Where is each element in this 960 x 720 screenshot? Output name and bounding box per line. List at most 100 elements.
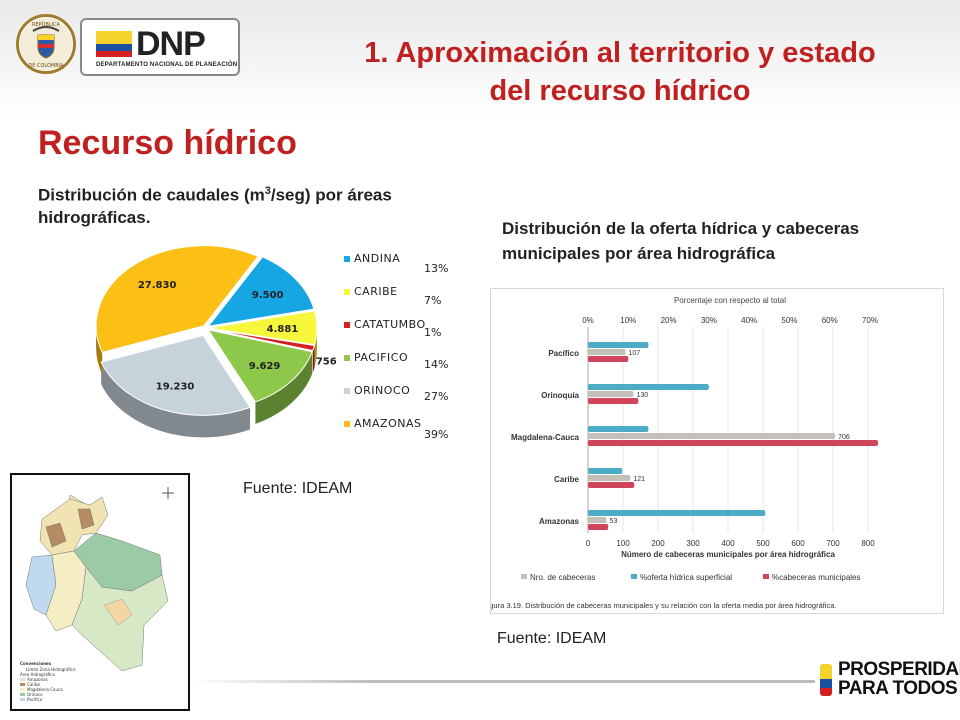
map-legend-item: Amazonas xyxy=(27,677,48,682)
bar-cabeceras-municipales xyxy=(588,398,639,404)
bar-chart-title: Porcentaje con respecto al total xyxy=(674,296,786,305)
pie-data-label: 9.629 xyxy=(249,361,281,372)
bottom-axis-tick: 400 xyxy=(721,539,735,548)
top-axis-tick: 70% xyxy=(862,316,878,325)
pie-data-label: 19.230 xyxy=(156,382,195,393)
pie-subtitle-post: /seg) por áreas hidrográficas. xyxy=(38,185,392,227)
bottom-axis-tick: 300 xyxy=(686,539,700,548)
pie-slice-catatumbo xyxy=(208,328,316,352)
pie-data-label: 27.830 xyxy=(138,280,177,291)
bar-category-label: Magdalena-Cauca xyxy=(511,433,580,442)
flag-stripes-icon xyxy=(820,664,832,696)
bottom-axis-tick: 500 xyxy=(756,539,770,548)
colombia-seal-logo: REPÚBLICA DE COLOMBIA xyxy=(16,14,76,74)
map-legend-item: Pacífico xyxy=(27,697,43,702)
legend-item-orinoco: ORINOCO xyxy=(344,384,410,397)
pie-data-label: 4.881 xyxy=(267,324,299,335)
legend-swatch xyxy=(344,421,350,427)
pie-slice-caribe xyxy=(208,310,318,346)
legend-item-amazonas: AMAZONAS xyxy=(344,417,421,430)
source-right: Fuente: IDEAM xyxy=(497,630,607,647)
bar-legend-label: %oferta hídrica superficial xyxy=(640,573,732,582)
top-axis-tick: 0% xyxy=(582,316,594,325)
map-legend-item: Límite Zona Hidrográfica xyxy=(26,667,76,672)
legend-label: AMAZONAS xyxy=(354,417,422,430)
bar-legend-swatch xyxy=(763,574,769,579)
bar-chart-subtitle: Distribución de la oferta hídrica y cabe… xyxy=(502,219,860,263)
footer-divider xyxy=(190,680,815,683)
prosperidad-line2: PARA TODOS xyxy=(838,678,958,699)
bottom-axis-tick: 100 xyxy=(616,539,630,548)
pie-slice-andina xyxy=(207,256,315,327)
bar-legend-label: %cabeceras municipales xyxy=(772,573,861,582)
legend-swatch xyxy=(344,289,350,295)
bar-legend-swatch xyxy=(631,574,637,579)
pie-percent-label: 27% xyxy=(424,390,449,403)
map-legend-item: Magdalena Cauca xyxy=(27,687,63,692)
dnp-logo-word: DNP xyxy=(136,25,206,63)
bar-cabeceras-municipales xyxy=(588,524,609,530)
slide-title-line1: 1. Aproximación al territorio y estado xyxy=(364,37,876,69)
bar-nro-cabeceras xyxy=(588,391,634,397)
bar-chart-svg: Porcentaje con respecto al total 0% 10% 20%… xyxy=(483,296,879,610)
bar-oferta-hidrica xyxy=(588,384,709,390)
legend-label: ORINOCO xyxy=(354,384,411,397)
bar-data-label: 107 xyxy=(628,350,640,357)
legend-label: CARIBE xyxy=(354,285,398,298)
bar-data-label: 121 xyxy=(633,476,645,483)
pie-data-label: 9.500 xyxy=(252,290,284,301)
bottom-axis-tick: 600 xyxy=(791,539,805,548)
pie-slice-side xyxy=(255,351,313,424)
prosperidad-text: PROSPERIDAD PARA TODOS xyxy=(838,660,960,698)
pie-percent-label: 13% xyxy=(424,262,449,275)
pie-percent-label: 7% xyxy=(424,294,442,307)
bar-data-label: 706 xyxy=(838,434,850,441)
dnp-logo-subtitle: DEPARTAMENTO NACIONAL DE PLANEACIÓN xyxy=(96,62,238,68)
pie-percent-label: 1% xyxy=(424,326,442,339)
map-legend-item: Orinoco xyxy=(27,692,43,697)
legend-item-catatumbo: CATATUMBO xyxy=(344,318,426,331)
bar-category-label: Pacífico xyxy=(548,349,579,358)
bar-data-label: 53 xyxy=(610,518,618,525)
map-legend-item: Caribe xyxy=(27,682,41,687)
legend-swatch xyxy=(344,322,350,328)
bar-cabeceras-municipales xyxy=(588,356,629,362)
bar-cabeceras-municipales xyxy=(588,482,635,488)
map-legend-title: Convenciones xyxy=(20,661,52,666)
compass-icon xyxy=(162,487,174,499)
top-axis-tick: 40% xyxy=(741,316,757,325)
pie-subtitle-pre: Distribución de caudales (m xyxy=(38,185,265,205)
bar-oferta-hidrica xyxy=(588,342,649,348)
top-axis-tick: 50% xyxy=(781,316,797,325)
section-title: Recurso hídrico xyxy=(38,124,297,162)
slide-title-line2: del recurso hídrico xyxy=(489,75,751,107)
legend-swatch xyxy=(344,355,350,361)
bar-category-label: Amazonas xyxy=(539,517,580,526)
pie-slice-side xyxy=(101,362,251,438)
top-axis-tick: 30% xyxy=(701,316,717,325)
bar-oferta-hidrica xyxy=(588,468,623,474)
bar-oferta-hidrica xyxy=(588,426,649,432)
bar-data-label: 130 xyxy=(637,392,649,399)
pie-data-label: 756 xyxy=(316,356,337,367)
bar-nro-cabeceras xyxy=(588,517,607,523)
bar-nro-cabeceras xyxy=(588,475,631,481)
top-axis-tick: 60% xyxy=(822,316,838,325)
legend-item-pacifico: PACIFICO xyxy=(344,351,408,364)
legend-label: CATATUMBO xyxy=(354,318,426,331)
bar-nro-cabeceras xyxy=(588,349,626,355)
bar-oferta-hidrica xyxy=(588,510,766,516)
map-legend-item: Área Hidrográfica xyxy=(20,672,55,677)
x-axis-label: Número de cabeceras municipales por área… xyxy=(621,550,835,559)
dnp-logo: DNP DEPARTAMENTO NACIONAL DE PLANEACIÓN xyxy=(80,18,240,76)
colombia-hydrographic-map: Convenciones Límite Zona Hidrográfica Ár… xyxy=(10,473,190,711)
bar-chart: Porcentaje con respecto al total 0% 10% 20%… xyxy=(483,288,944,614)
bar-legend-label: Nro. de cabeceras xyxy=(530,573,595,582)
pie-chart-svg: 9.500 4.881 756 9.629 19.230 27.830 xyxy=(95,245,337,438)
bottom-axis-tick: 0 xyxy=(586,539,591,548)
legend-swatch xyxy=(344,256,350,262)
pie-slice-amazonas xyxy=(95,245,259,353)
pie-chart: 9.500 4.881 756 9.629 19.230 27.830 xyxy=(88,240,338,471)
legend-item-caribe: CARIBE xyxy=(344,285,398,298)
legend-label: PACIFICO xyxy=(354,351,409,364)
